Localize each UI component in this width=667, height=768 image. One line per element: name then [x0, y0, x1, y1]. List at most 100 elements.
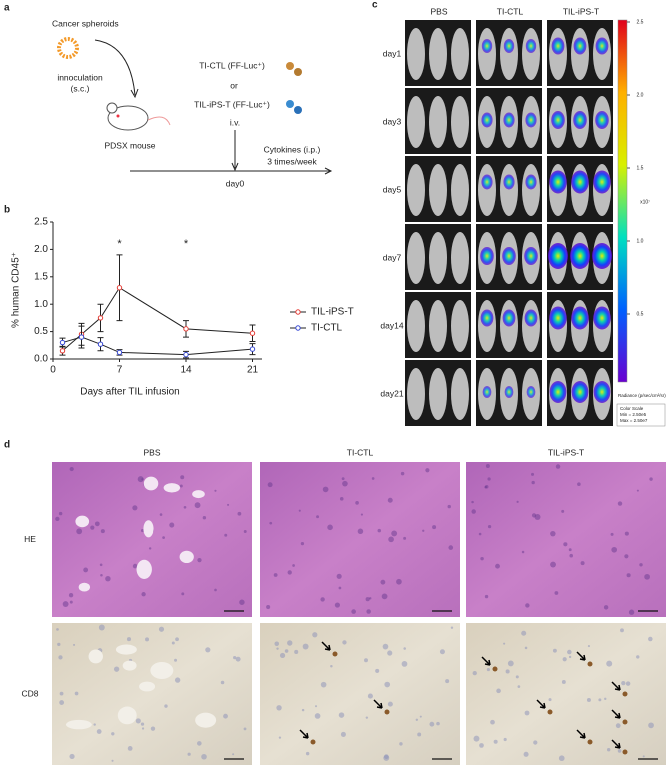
signal [503, 112, 515, 128]
nucleus [57, 642, 61, 647]
imaging-grid: x10⁷ Radiance (p/sec/cm²/sr) Color Scale… [380, 6, 666, 427]
nucleus [604, 697, 607, 701]
nucleus [141, 727, 145, 730]
arrow [576, 729, 586, 739]
nucleus [342, 640, 347, 645]
label: day0 [226, 178, 245, 188]
nucleus [74, 691, 79, 696]
cd8-cell [384, 709, 390, 715]
nucleus [276, 647, 279, 650]
nucleus [525, 603, 530, 608]
nucleus [517, 685, 521, 688]
nucleus [284, 649, 289, 653]
nucleus [59, 700, 65, 705]
mouse [522, 164, 540, 216]
y-tick-label: 0.0 [34, 354, 48, 365]
nucleus [159, 513, 163, 516]
lumen [143, 520, 154, 538]
nucleus [490, 719, 495, 725]
nucleus [127, 746, 133, 751]
nucleus [314, 713, 321, 719]
nucleus [403, 536, 407, 540]
signal [502, 247, 516, 265]
nucleus [140, 722, 145, 726]
signal [503, 174, 515, 190]
nucleus [340, 731, 346, 737]
nucleus [300, 541, 305, 546]
lumen [122, 660, 137, 671]
nucleus [174, 677, 181, 683]
nucleus [59, 691, 64, 696]
mouse [407, 232, 425, 284]
nucleus [484, 594, 489, 599]
nucleus [150, 726, 156, 731]
nucleus [76, 528, 83, 535]
nucleus [96, 729, 102, 734]
nucleus [305, 751, 310, 756]
nucleus [145, 637, 150, 642]
colorbar-tick-label: 1.5 [637, 165, 644, 171]
legend-label: TIL-iPS-T [311, 307, 354, 318]
nucleus [377, 528, 382, 533]
arrow [576, 651, 586, 661]
nucleus [419, 715, 422, 718]
nucleus [521, 630, 527, 636]
nucleus [485, 464, 490, 468]
signal [549, 306, 567, 330]
data-point [78, 334, 85, 340]
data-point [59, 339, 66, 346]
micrograph [52, 623, 252, 765]
nucleus [387, 497, 393, 503]
nucleus [360, 513, 363, 516]
column-header: TIL-iPS-T [548, 447, 584, 457]
nucleus [187, 752, 191, 756]
data-point [116, 285, 123, 291]
nucleus [487, 477, 491, 481]
nucleus [367, 693, 373, 699]
lumen [143, 476, 159, 491]
label: or [230, 80, 238, 90]
mouse [429, 164, 447, 216]
mouse [522, 28, 540, 80]
nucleus [503, 737, 507, 742]
nucleus [56, 628, 59, 631]
cell-icon [294, 106, 302, 114]
nucleus [341, 477, 345, 481]
nucleus [496, 688, 501, 694]
nucleus [487, 525, 492, 529]
data-point [183, 326, 189, 332]
mouse-tail [147, 116, 171, 126]
cd8-cell [622, 691, 628, 697]
data-point [249, 330, 256, 336]
nucleus [568, 548, 572, 552]
nucleus [366, 609, 371, 614]
nucleus [587, 645, 590, 648]
panel-label: a [4, 3, 10, 14]
nucleus [365, 597, 370, 602]
y-tick-label: 1.0 [34, 299, 48, 310]
nucleus [164, 704, 168, 708]
nucleus [315, 705, 318, 708]
signal [595, 37, 609, 55]
nucleus [351, 609, 356, 614]
nucleus [480, 556, 484, 561]
nucleus [580, 561, 585, 566]
signal [481, 174, 493, 190]
scale-min: Min = 2.50e5 [620, 412, 647, 417]
micrograph [260, 623, 460, 765]
spheroid-icon [57, 37, 79, 59]
signal [549, 170, 567, 194]
nucleus [472, 670, 477, 676]
signal [571, 306, 589, 330]
y-tick-label: 1.5 [34, 271, 48, 282]
nucleus [357, 528, 364, 535]
colorbar-multiplier: x10⁷ [640, 199, 650, 205]
cd8-cell [587, 661, 593, 667]
column-header: TI-CTL [347, 447, 374, 457]
mouse [451, 300, 469, 352]
nucleus [478, 532, 482, 536]
cd8-cell [310, 739, 316, 745]
nucleus [626, 573, 631, 578]
nucleus [531, 472, 535, 476]
